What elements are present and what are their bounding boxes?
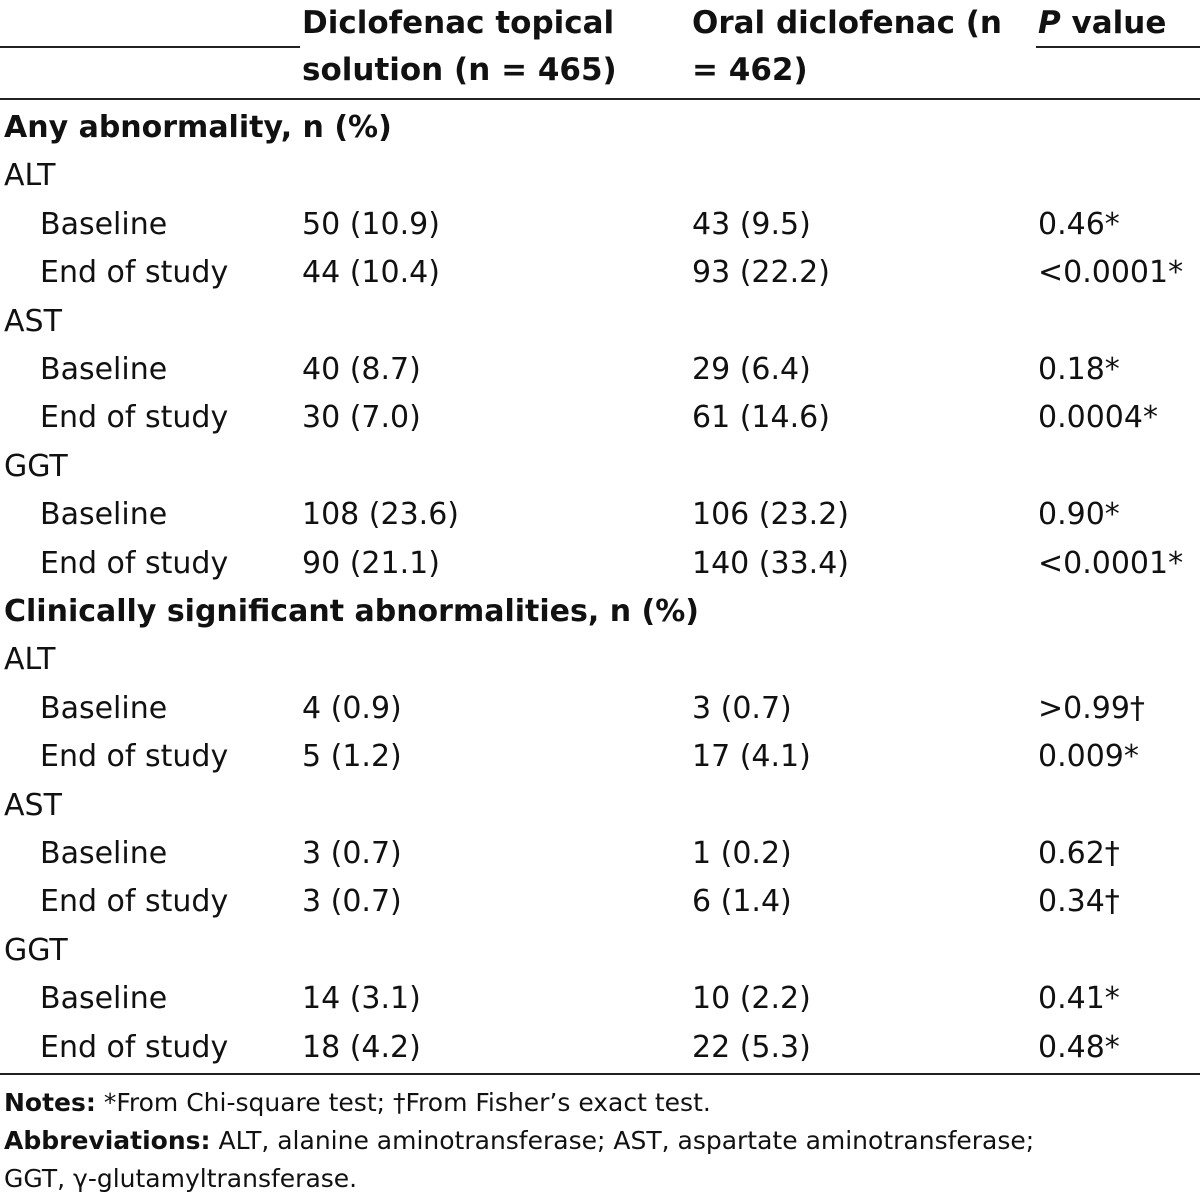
group-header-row: AST [0,782,1200,830]
cell-oral: 22 (5.3) [692,1029,811,1065]
cell-oral: 140 (33.4) [692,545,850,581]
header-oral-diclofenac: Oral diclofenac (n = 462) [692,0,1002,94]
group-header-row: AST [0,298,1200,346]
table-row: Baseline 3 (0.7) 1 (0.2) 0.62† [0,830,1200,878]
abbreviations-line: Abbreviations: ALT, alanine aminotransfe… [4,1122,1200,1160]
section-title: Clinically significant abnormalities, n … [4,594,699,629]
table-row: Baseline 14 (3.1) 10 (2.2) 0.41* [0,975,1200,1023]
row-label: End of study [40,739,229,775]
header-rule-right [1036,46,1200,48]
cell-topical: 90 (21.1) [302,545,440,581]
cell-topical: 3 (0.7) [302,836,402,871]
cell-p-value: <0.0001* [1038,255,1184,291]
cell-p-value: 0.62† [1038,836,1120,871]
cell-oral: 61 (14.6) [692,400,830,436]
cell-topical: 44 (10.4) [302,255,440,291]
abbreviations-text: ALT, alanine aminotransferase; AST, aspa… [210,1126,1035,1155]
notes-text: *From Chi-square test; †From Fisher’s ex… [95,1088,711,1117]
cell-p-value: >0.99† [1038,690,1145,726]
notes-line: Notes: *From Chi-square test; †From Fish… [4,1084,1200,1122]
row-label: Baseline [40,352,168,387]
cell-p-value: 0.46* [1038,206,1120,242]
row-label: Baseline [40,690,168,726]
cell-oral: 106 (23.2) [692,497,850,533]
cell-p-value: 0.0004* [1038,400,1158,436]
row-label: End of study [40,884,229,920]
cell-topical: 50 (10.9) [302,206,440,242]
cell-topical: 4 (0.9) [302,690,402,726]
cell-p-value: 0.41* [1038,981,1120,1017]
row-label: Baseline [40,836,168,871]
table-bottom-rule [0,1073,1200,1075]
row-label: Baseline [40,981,168,1017]
group-name: AST [4,303,62,339]
cell-topical: 40 (8.7) [302,352,421,387]
table-row: End of study 30 (7.0) 61 (14.6) 0.0004* [0,394,1200,442]
group-header-row: ALT [0,636,1200,684]
group-name: ALT [4,158,56,194]
footnotes: Notes: *From Chi-square test; †From Fish… [4,1084,1200,1198]
table-row: End of study 3 (0.7) 6 (1.4) 0.34† [0,878,1200,926]
table-row: Baseline 40 (8.7) 29 (6.4) 0.18* [0,346,1200,394]
row-label: Baseline [40,206,168,242]
cell-oral: 6 (1.4) [692,884,792,920]
section-title: Any abnormality, n (%) [4,110,392,145]
group-name: GGT [4,448,68,484]
abbreviations-label: Abbreviations: [4,1126,211,1155]
cell-oral: 43 (9.5) [692,206,811,242]
cell-p-value: 0.90* [1038,497,1120,533]
header-topical-line1: Diclofenac topical [302,5,615,41]
header-p-rest: value [1060,5,1167,41]
notes-label: Notes: [4,1088,96,1117]
section-header-row: Any abnormality, n (%) [0,104,1200,152]
table-row: End of study 44 (10.4) 93 (22.2) <0.0001* [0,249,1200,297]
row-label: End of study [40,1029,229,1065]
table-row: Baseline 50 (10.9) 43 (9.5) 0.46* [0,201,1200,249]
group-header-row: ALT [0,152,1200,200]
group-header-row: GGT [0,443,1200,491]
header-rule-left [0,46,300,48]
row-label: Baseline [40,497,168,533]
cell-topical: 5 (1.2) [302,739,402,775]
cell-p-value: <0.0001* [1038,545,1184,581]
cell-oral: 17 (4.1) [692,739,811,775]
row-label: End of study [40,400,229,436]
header-topical-solution: Diclofenac topical solution (n = 465) [302,0,617,94]
cell-oral: 93 (22.2) [692,255,830,291]
cell-topical: 108 (23.6) [302,497,460,533]
abbreviations-line-2: GGT, γ-glutamyltransferase. [4,1164,358,1193]
group-name: GGT [4,932,68,968]
cell-oral: 10 (2.2) [692,981,811,1017]
cell-topical: 14 (3.1) [302,981,421,1017]
header-bottom-rule [0,98,1200,100]
group-name: ALT [4,642,56,678]
group-name: AST [4,787,62,823]
header-topical-line2: solution (n = 465) [302,52,617,88]
row-label: End of study [40,545,229,581]
header-oral-line2: = 462) [692,52,808,88]
table-row: End of study 5 (1.2) 17 (4.1) 0.009* [0,733,1200,781]
cell-topical: 30 (7.0) [302,400,421,436]
cell-oral: 29 (6.4) [692,352,811,387]
table-row: Baseline 108 (23.6) 106 (23.2) 0.90* [0,491,1200,539]
header-p-value: P value [1038,0,1166,47]
row-label: End of study [40,255,229,291]
cell-oral: 1 (0.2) [692,836,792,871]
table-row: Baseline 4 (0.9) 3 (0.7) >0.99† [0,685,1200,733]
table-header: Diclofenac topical solution (n = 465) Or… [0,0,1200,100]
header-oral-line1: Oral diclofenac (n [692,5,1002,41]
cell-p-value: 0.34† [1038,884,1120,920]
cell-p-value: 0.48* [1038,1029,1120,1065]
table-row: End of study 18 (4.2) 22 (5.3) 0.48* [0,1024,1200,1072]
header-p-italic: P [1038,5,1061,41]
cell-topical: 3 (0.7) [302,884,402,920]
group-header-row: GGT [0,927,1200,975]
cell-p-value: 0.009* [1038,739,1139,775]
section-header-row: Clinically significant abnormalities, n … [0,588,1200,636]
cell-topical: 18 (4.2) [302,1029,421,1065]
cell-p-value: 0.18* [1038,352,1120,387]
table-row: End of study 90 (21.1) 140 (33.4) <0.0001* [0,540,1200,588]
cell-oral: 3 (0.7) [692,690,792,726]
